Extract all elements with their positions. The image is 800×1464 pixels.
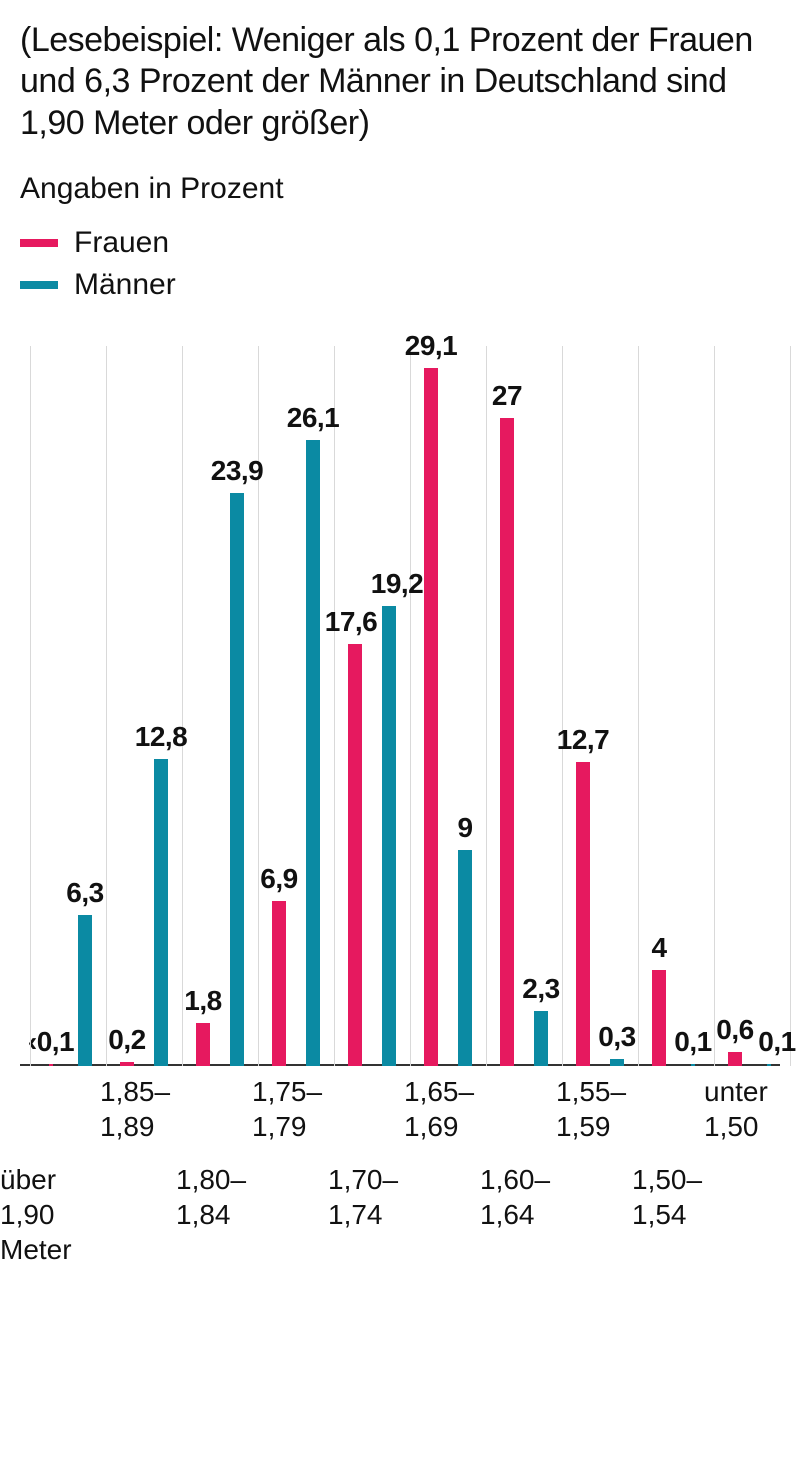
bar-frauen — [576, 762, 590, 1067]
value-label: 12,8 — [135, 721, 188, 753]
bar-frauen — [728, 1052, 742, 1066]
value-label: 1,8 — [184, 985, 221, 1017]
bar-maenner — [78, 915, 92, 1066]
x-axis-label: 1,85– 1,89 — [100, 1074, 170, 1144]
height-distribution-chart: ‹0,16,30,212,81,823,96,926,117,619,229,1… — [20, 346, 780, 1066]
value-label: 6,9 — [260, 863, 297, 895]
legend-swatch-frauen — [20, 239, 58, 247]
x-axis-baseline — [20, 1064, 780, 1066]
lesebeispiel-text: (Lesebeispiel: Weniger als 0,1 Prozent d… — [20, 20, 780, 144]
x-axis-label: 1,55– 1,59 — [556, 1074, 626, 1144]
value-label: 6,3 — [66, 877, 103, 909]
grid-line — [182, 346, 183, 1066]
x-axis-label: 1,60– 1,64 — [480, 1162, 550, 1232]
grid-line — [562, 346, 563, 1066]
bar-maenner — [610, 1059, 624, 1066]
x-axis-labels: über 1,90 Meter1,85– 1,891,80– 1,841,75–… — [20, 1070, 780, 1270]
x-axis-label: 1,65– 1,69 — [404, 1074, 474, 1144]
value-label: 9 — [457, 812, 472, 844]
bar-frauen — [500, 418, 514, 1066]
bar-maenner — [767, 1064, 771, 1066]
x-axis-label: 1,80– 1,84 — [176, 1162, 246, 1232]
grid-line — [106, 346, 107, 1066]
grid-line — [410, 346, 411, 1066]
legend-row-maenner: Männer — [20, 264, 780, 306]
bar-maenner — [306, 440, 320, 1066]
x-axis-label: 1,70– 1,74 — [328, 1162, 398, 1232]
value-label: 19,2 — [371, 568, 424, 600]
bar-maenner — [458, 850, 472, 1066]
value-label: 2,3 — [522, 973, 559, 1005]
bar-maenner — [534, 1011, 548, 1066]
value-label: 29,1 — [405, 330, 458, 362]
bar-frauen — [120, 1062, 134, 1067]
grid-line — [486, 346, 487, 1066]
legend-swatch-maenner — [20, 281, 58, 289]
bar-maenner — [691, 1064, 695, 1066]
bar-frauen — [348, 644, 362, 1066]
x-axis-label: unter 1,50 — [704, 1074, 768, 1144]
value-label: 4 — [651, 932, 666, 964]
legend-row-frauen: Frauen — [20, 222, 780, 264]
bar-frauen — [272, 901, 286, 1067]
grid-line — [638, 346, 639, 1066]
value-label: 0,6 — [716, 1014, 753, 1046]
x-axis-label: 1,75– 1,79 — [252, 1074, 322, 1144]
grid-line — [790, 346, 791, 1066]
value-label: ‹0,1 — [28, 1026, 74, 1058]
legend: Frauen Männer — [20, 222, 780, 306]
x-axis-label: 1,50– 1,54 — [632, 1162, 702, 1232]
value-label: 17,6 — [325, 606, 378, 638]
value-label: 26,1 — [287, 402, 340, 434]
legend-label-frauen: Frauen — [74, 222, 169, 264]
subtitle: Angaben in Prozent — [20, 172, 780, 206]
grid-line — [714, 346, 715, 1066]
bar-maenner — [382, 606, 396, 1067]
value-label: 0,1 — [674, 1026, 711, 1058]
bar-maenner — [230, 493, 244, 1067]
value-label: 12,7 — [557, 724, 610, 756]
bar-frauen — [49, 1064, 53, 1066]
legend-label-maenner: Männer — [74, 264, 176, 306]
value-label: 0,3 — [598, 1021, 635, 1053]
bar-frauen — [652, 970, 666, 1066]
bar-frauen — [424, 368, 438, 1066]
value-label: 23,9 — [211, 455, 264, 487]
bar-maenner — [154, 759, 168, 1066]
bar-frauen — [196, 1023, 210, 1066]
value-label: 27 — [492, 380, 522, 412]
x-axis-label: über 1,90 Meter — [0, 1162, 72, 1267]
value-label: 0,1 — [758, 1026, 795, 1058]
value-label: 0,2 — [108, 1024, 145, 1056]
grid-line — [334, 346, 335, 1066]
grid-line — [30, 346, 31, 1066]
